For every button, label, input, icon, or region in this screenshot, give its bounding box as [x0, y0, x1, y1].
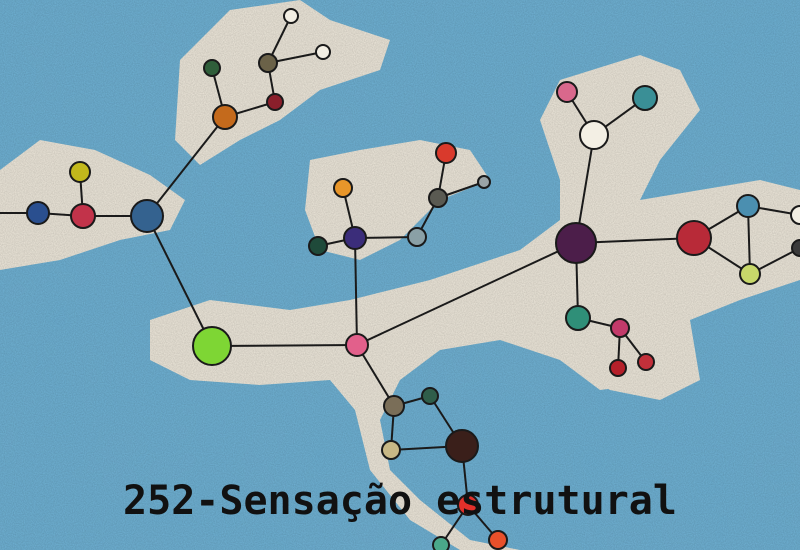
node	[790, 205, 800, 225]
node	[637, 353, 655, 371]
node	[283, 8, 299, 24]
node	[70, 203, 96, 229]
node	[736, 194, 760, 218]
node	[435, 142, 457, 164]
node	[308, 236, 328, 256]
node	[555, 222, 597, 264]
node	[565, 305, 591, 331]
node	[791, 239, 800, 257]
artwork-caption: 252-Sensação estrutural	[123, 478, 677, 524]
node	[266, 93, 284, 111]
node	[130, 199, 164, 233]
node	[488, 530, 508, 550]
node	[212, 104, 238, 130]
node	[192, 326, 232, 366]
node	[345, 333, 369, 357]
node	[315, 44, 331, 60]
node	[579, 120, 609, 150]
node	[610, 318, 630, 338]
node	[556, 81, 578, 103]
node	[258, 53, 278, 73]
node	[407, 227, 427, 247]
node	[739, 263, 761, 285]
node	[383, 395, 405, 417]
node	[26, 201, 50, 225]
node	[333, 178, 353, 198]
node	[477, 175, 491, 189]
node	[676, 220, 712, 256]
node	[445, 429, 479, 463]
node	[203, 59, 221, 77]
node	[457, 494, 479, 516]
node	[428, 188, 448, 208]
node	[421, 387, 439, 405]
node	[432, 536, 450, 550]
node	[69, 161, 91, 183]
node	[381, 440, 401, 460]
node	[343, 226, 367, 250]
node	[632, 85, 658, 111]
node	[609, 359, 627, 377]
network-nodes	[26, 8, 800, 550]
